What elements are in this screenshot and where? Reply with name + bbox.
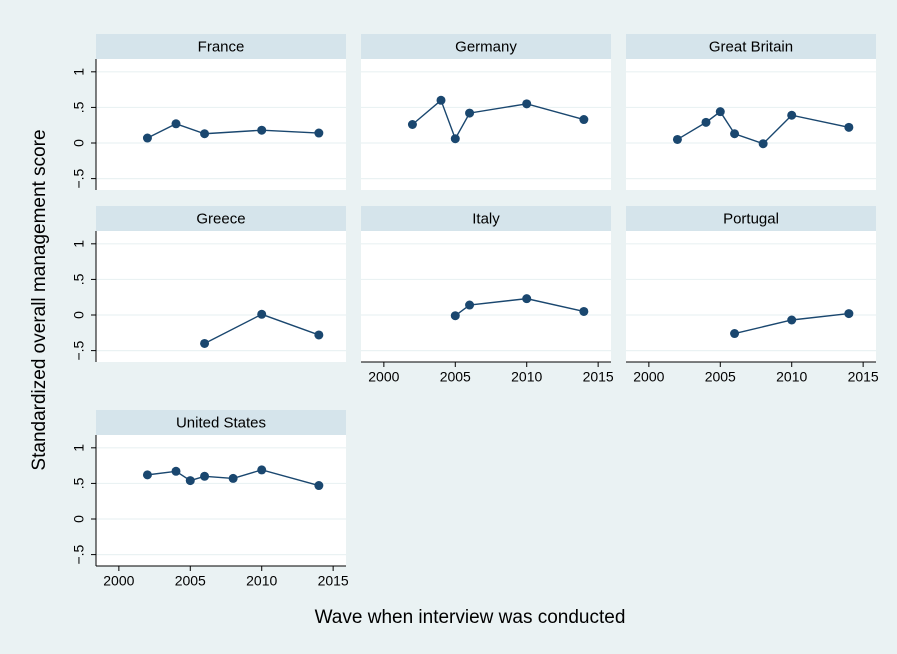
y-tick-label: .5 — [71, 477, 87, 489]
data-point — [142, 133, 152, 143]
x-tick-label: 2000 — [368, 369, 399, 385]
data-point — [228, 473, 238, 483]
data-point — [314, 330, 324, 340]
data-point — [436, 95, 446, 105]
data-point — [200, 471, 210, 481]
y-tick-label: 1 — [71, 240, 87, 248]
data-point — [257, 309, 267, 319]
x-tick-label: 2015 — [583, 369, 614, 385]
x-tick-label: 2000 — [633, 369, 664, 385]
data-point — [758, 139, 768, 149]
data-point — [314, 128, 324, 138]
data-point — [465, 300, 475, 310]
x-tick-label: 2005 — [705, 369, 736, 385]
y-tick-label: −.5 — [71, 168, 87, 188]
data-point — [787, 315, 797, 325]
x-tick-label: 2005 — [175, 573, 206, 589]
data-point — [407, 120, 417, 129]
panel-header — [361, 34, 611, 59]
data-point — [522, 99, 532, 109]
data-point — [450, 311, 460, 321]
plot-area — [96, 435, 346, 566]
data-point — [844, 309, 854, 319]
y-tick-label: 0 — [71, 515, 87, 523]
panel-header — [96, 34, 346, 59]
y-tick-label: .5 — [71, 273, 87, 285]
y-tick-label: 0 — [71, 311, 87, 319]
data-line — [454, 297, 585, 317]
panel-header — [626, 206, 876, 231]
data-line — [411, 99, 585, 141]
x-tick-label: 2010 — [511, 369, 542, 385]
x-tick-label: 2015 — [848, 369, 879, 385]
panel-title: Italy — [472, 210, 500, 227]
data-point — [672, 134, 682, 144]
data-point — [701, 117, 711, 127]
panel-title: Portugal — [723, 210, 779, 227]
panel-header — [626, 34, 876, 59]
data-point — [200, 338, 210, 348]
y-tick-label: −.5 — [71, 544, 87, 564]
panel-title: Germany — [455, 38, 517, 55]
x-tick-label: 2000 — [103, 573, 134, 589]
plot-area — [361, 231, 611, 362]
y-tick-label: 1 — [71, 444, 87, 452]
panel-header — [96, 206, 346, 231]
data-point — [185, 476, 195, 486]
data-point — [142, 470, 152, 480]
panel-title: Greece — [196, 210, 245, 227]
x-tick-label: 2010 — [246, 573, 277, 589]
data-point — [844, 122, 854, 132]
panel-header — [361, 206, 611, 231]
data-point — [522, 294, 532, 304]
plot-area — [96, 59, 346, 190]
data-point — [314, 481, 324, 491]
panel-header — [96, 410, 346, 435]
data-point — [579, 115, 589, 125]
data-point — [450, 134, 460, 144]
plot-area — [626, 231, 876, 362]
data-point — [171, 466, 181, 476]
plot-area — [96, 231, 346, 362]
panel-title: Great Britain — [709, 38, 793, 55]
data-point — [200, 129, 210, 139]
data-point — [787, 110, 797, 120]
data-point — [171, 119, 181, 129]
data-point — [465, 108, 475, 118]
panel-title: France — [198, 38, 245, 55]
data-point — [730, 329, 740, 339]
y-tick-label: 0 — [71, 139, 87, 147]
y-tick-label: 1 — [71, 68, 87, 76]
y-axis-title: Standardized overall management score — [29, 129, 50, 470]
y-tick-label: −.5 — [71, 340, 87, 360]
plot-area — [361, 59, 611, 190]
x-tick-label: 2005 — [440, 369, 471, 385]
x-tick-label: 2015 — [318, 573, 349, 589]
data-point — [579, 306, 589, 316]
y-tick-label: .5 — [71, 101, 87, 113]
data-point — [730, 129, 740, 139]
panel-title: United States — [176, 414, 266, 431]
x-tick-label: 2010 — [776, 369, 807, 385]
data-point — [257, 125, 267, 135]
data-point — [715, 107, 725, 117]
x-axis-title: Wave when interview was conducted — [315, 607, 626, 628]
data-point — [257, 465, 267, 475]
